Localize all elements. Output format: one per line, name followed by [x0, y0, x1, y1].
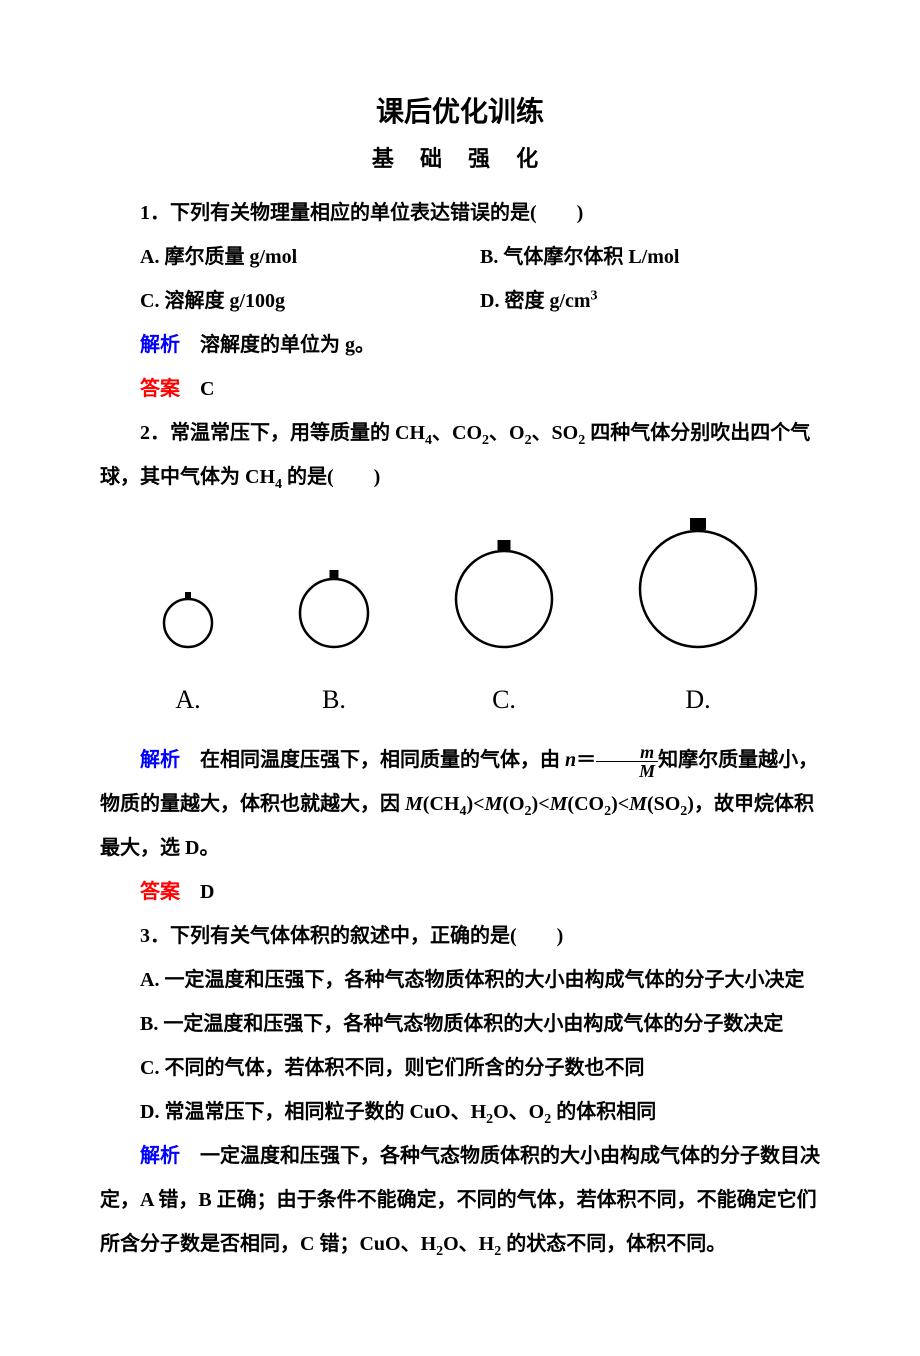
q2-s5: 4 [275, 477, 282, 492]
q2-a-M4: M [629, 793, 647, 815]
q2-a-lt2: )< [532, 793, 550, 815]
balloon-icon [452, 539, 556, 651]
q3-optD-t2: 的体积相同 [551, 1101, 656, 1123]
q1-answer-text: C [180, 378, 214, 400]
q2-a-eq: ＝ [576, 749, 596, 771]
balloon-A: A. [160, 591, 216, 728]
balloon-D: D. [636, 517, 760, 728]
q2-analysis: 解析 在相同温度压强下，相同质量的气体，由 n＝mM知摩尔质量越小，物质的量越大… [100, 738, 820, 870]
q3-optD-pre: D. 常温常压下，相同粒子数的 CuO、H [140, 1101, 486, 1123]
q2-a-M1: M [405, 793, 423, 815]
q1-answer: 答案 C [100, 367, 820, 411]
q3-optB: B. 一定温度和压强下，各种气态物质体积的大小由构成气体的分子数决定 [100, 1002, 820, 1046]
balloon-label: A. [160, 671, 216, 728]
analysis-label: 解析 [140, 749, 180, 771]
q2-t0: 2．常温常压下，用等质量的 CH [140, 422, 425, 444]
q2-s2: 2 [482, 433, 489, 448]
balloon-B: B. [296, 569, 372, 728]
q3-optA: A. 一定温度和压强下，各种气态物质体积的大小由构成气体的分子大小决定 [100, 958, 820, 1002]
q1-analysis-text: 溶解度的单位为 g。 [180, 334, 375, 356]
q2-t5: 的是( ) [282, 466, 380, 488]
balloon-label: C. [452, 671, 556, 728]
q3-a-t3: 的状态不同，体积不同。 [501, 1233, 726, 1255]
frac-num: m [596, 743, 658, 762]
q1-optC: C. 溶解度 g/100g [140, 279, 480, 323]
q2-t1: 、CO [432, 422, 482, 444]
q3-optC: C. 不同的气体，若体积不同，则它们所含的分子数也不同 [100, 1046, 820, 1090]
page-subtitle: 基 础 强 化 [100, 135, 820, 183]
balloon-C: C. [452, 539, 556, 728]
balloon-label: B. [296, 671, 372, 728]
q2-a-so2: (SO [647, 793, 680, 815]
q2-answer-text: D [180, 881, 214, 903]
q2-stem: 2．常温常压下，用等质量的 CH4、CO2、O2、SO2 四种气体分别吹出四个气… [100, 411, 820, 499]
balloon-label: D. [636, 671, 760, 728]
fraction-icon: mM [596, 743, 658, 780]
q3-optD-t1: O、O [493, 1101, 544, 1123]
q2-s1: 4 [425, 433, 432, 448]
balloon-icon [636, 517, 760, 651]
q2-answer: 答案 D [100, 870, 820, 914]
q3-analysis: 解析 一定温度和压强下，各种气态物质体积的大小由构成气体的分子数目决定，A 错，… [100, 1134, 820, 1266]
q2-balloons: A. B. C. D. [120, 517, 800, 728]
analysis-label: 解析 [140, 1145, 180, 1167]
q1-analysis: 解析 溶解度的单位为 g。 [100, 323, 820, 367]
q1-optB: B. 气体摩尔体积 L/mol [480, 235, 820, 279]
q1-optD: D. 密度 g/cm3 [480, 279, 820, 323]
q2-a-co2: (CO [567, 793, 604, 815]
q2-a-t1: 在相同温度压强下，相同质量的气体，由 [180, 749, 565, 771]
q2-a-M3: M [550, 793, 568, 815]
q2-a-lt1: )< [466, 793, 484, 815]
q1-row1: A. 摩尔质量 g/mol B. 气体摩尔体积 L/mol [100, 235, 820, 279]
q2-s3: 2 [525, 433, 532, 448]
q2-a-M2: M [485, 793, 503, 815]
q1-optD-text: D. 密度 g/cm [480, 290, 591, 312]
page-title: 课后优化训练 [100, 90, 820, 135]
balloon-icon [296, 569, 372, 651]
q2-a-lt3: )< [611, 793, 629, 815]
q3-optD: D. 常温常压下，相同粒子数的 CuO、H2O、O2 的体积相同 [100, 1090, 820, 1134]
q3-a-t2: O、H [443, 1233, 494, 1255]
q2-a-o2s: 2 [525, 804, 532, 819]
q1-optD-sup: 3 [591, 289, 598, 304]
frac-den: M [596, 762, 658, 780]
q2-t2: 、O [489, 422, 525, 444]
q2-a-ch4: (CH [423, 793, 460, 815]
q1-optA: A. 摩尔质量 g/mol [140, 235, 480, 279]
q1-row2: C. 溶解度 g/100g D. 密度 g/cm3 [100, 279, 820, 323]
q2-a-o2: (O [502, 793, 524, 815]
analysis-label: 解析 [140, 334, 180, 356]
q1-stem: 1．下列有关物理量相应的单位表达错误的是( ) [100, 191, 820, 235]
q2-a-n: n [565, 749, 576, 771]
balloon-icon [160, 591, 216, 651]
q2-t3: 、SO [532, 422, 579, 444]
q3-stem: 3．下列有关气体体积的叙述中，正确的是( ) [100, 914, 820, 958]
answer-label: 答案 [140, 881, 180, 903]
answer-label: 答案 [140, 378, 180, 400]
